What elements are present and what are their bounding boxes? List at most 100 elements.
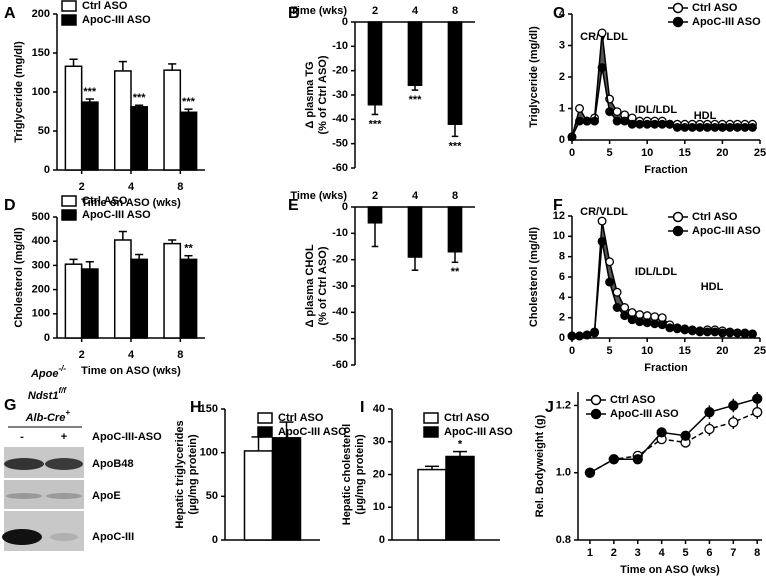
legend-marker (590, 394, 602, 406)
x-tick-label: 15 (679, 345, 691, 357)
x-tick-label: 2 (372, 5, 378, 17)
bar (417, 468, 447, 541)
y-tick-label: 0 (342, 201, 348, 213)
x-tick-label: 8 (452, 5, 458, 17)
y-tick-label: -10 (332, 40, 348, 52)
y-tick-label: 0 (559, 134, 565, 146)
legend-swatch (61, 0, 77, 12)
blot-band (46, 493, 82, 499)
bar (80, 101, 99, 171)
x-tick-label: 10 (641, 345, 653, 357)
marker (635, 317, 645, 327)
marker (752, 393, 763, 404)
x-tick-label: 0 (569, 147, 575, 159)
marker (608, 454, 619, 465)
y-tick-label: 1 (559, 102, 565, 114)
marker (704, 423, 715, 435)
marker (728, 400, 739, 411)
significance-label: *** (83, 86, 97, 98)
x-tick-label: 4 (659, 547, 666, 559)
legend-label: Ctrl ASO (692, 211, 738, 223)
bar (64, 65, 83, 171)
x-tick-label: 0 (569, 345, 575, 357)
marker (732, 328, 742, 338)
bar (80, 268, 99, 339)
panel-letter: I (360, 399, 364, 416)
marker (612, 287, 622, 297)
marker (740, 122, 750, 132)
legend-label: Ctrl ASO (692, 2, 738, 14)
y-tick-label: -30 (332, 280, 348, 292)
marker (575, 116, 584, 126)
genotype: Apoe-/- (30, 364, 66, 380)
blot-band (2, 529, 42, 545)
marker (702, 327, 712, 337)
marker (605, 107, 615, 117)
legend-label: Ctrl ASO (82, 0, 128, 12)
marker (672, 122, 682, 132)
x-tick-label: 25 (754, 345, 766, 357)
y-tick-label: 8 (559, 251, 565, 263)
bar (271, 437, 302, 541)
y-tick-label: -20 (332, 254, 348, 266)
marker (584, 467, 596, 478)
marker (687, 122, 697, 132)
x-tick-label: 2 (372, 190, 378, 202)
legend-swatch (61, 14, 77, 26)
marker (575, 331, 584, 341)
y-tick-label: -60 (332, 359, 348, 371)
legend-label: ApoC-III ASO (82, 209, 151, 221)
x-tick-label: 6 (706, 547, 712, 559)
annotation: HDL (694, 110, 717, 122)
y-tick-label: -20 (332, 65, 348, 77)
legend-label: ApoC-III ASO (278, 426, 347, 438)
x-tick-label: 10 (641, 147, 653, 159)
y-tick-label: 400 (32, 235, 50, 247)
x-axis-label: Fraction (644, 164, 688, 176)
marker (567, 331, 577, 341)
x-axis-label: Time (wks) (290, 5, 347, 17)
bar (407, 21, 423, 87)
marker (680, 122, 690, 132)
bar (130, 106, 149, 171)
y-axis-label: (µg/mg protein) (354, 434, 366, 515)
x-tick-label: 8 (177, 181, 183, 193)
marker (656, 427, 667, 438)
y-tick-label: 200 (32, 284, 50, 296)
y-tick-label: 10 (553, 230, 565, 242)
marker (590, 116, 600, 126)
panel-letter: E (288, 197, 299, 214)
bar (447, 206, 463, 253)
y-tick-label: 30 (373, 436, 385, 448)
x-axis-label: Time (wks) (290, 190, 347, 202)
y-tick-label: -50 (332, 333, 348, 345)
panel-letter: H (190, 399, 202, 416)
panel-letter: D (4, 197, 16, 214)
panel-letter: A (4, 5, 16, 22)
y-tick-label: -40 (332, 306, 348, 318)
legend-label: ApoC-III ASO (610, 408, 679, 420)
significance-label: *** (182, 96, 196, 108)
y-tick-label: 4 (559, 8, 566, 20)
legend-label: Ctrl ASO (278, 412, 324, 424)
significance-label: ** (184, 243, 193, 255)
marker (687, 326, 697, 336)
x-tick-label: 8 (754, 547, 760, 559)
marker (748, 329, 757, 339)
y-tick-label: -30 (332, 89, 348, 101)
marker (642, 119, 652, 129)
x-tick-label: 4 (412, 190, 419, 202)
marker (725, 328, 735, 338)
western-blot: G Apoe-/- Ndst1f/f Alb-Cre+ - + ApoC-III… (2, 364, 162, 551)
significance-label: *** (133, 92, 147, 104)
x-tick-label: 2 (611, 547, 617, 559)
y-axis-label: Hepatic cholesterol (341, 424, 353, 525)
significance-label: *** (449, 140, 463, 152)
significance-label: *** (369, 118, 383, 130)
genotype-base: Apoe (30, 368, 59, 380)
bar (64, 263, 83, 339)
y-tick-label: 0 (379, 534, 385, 546)
marker (642, 311, 652, 321)
y-tick-label: 20 (373, 468, 385, 480)
legend-marker (672, 16, 684, 28)
